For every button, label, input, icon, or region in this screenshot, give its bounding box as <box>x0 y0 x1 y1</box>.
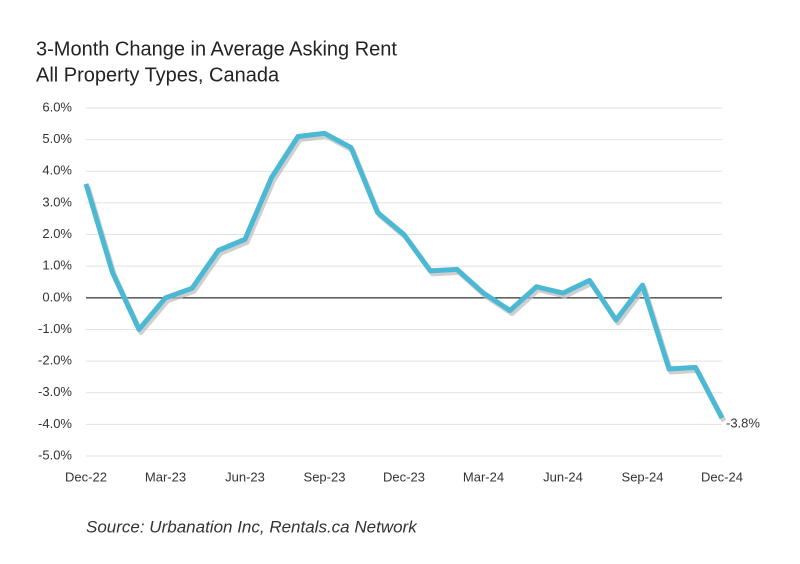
y-tick-label: 0.0% <box>42 289 72 304</box>
x-tick-label: Jun-24 <box>543 469 583 484</box>
x-tick-label: Sep-24 <box>622 469 664 484</box>
y-tick-label: -4.0% <box>38 416 72 431</box>
y-tick-label: 5.0% <box>42 131 72 146</box>
series-line <box>83 130 725 420</box>
x-tick-label: Mar-23 <box>145 469 186 484</box>
y-tick-label: -3.0% <box>38 384 72 399</box>
x-tick-label: Dec-23 <box>383 469 425 484</box>
chart-title: 3-Month Change in Average Asking Rent <box>36 38 397 60</box>
x-tick-label: Mar-24 <box>463 469 504 484</box>
x-tick-label: Jun-23 <box>225 469 265 484</box>
y-tick-label: -5.0% <box>38 447 72 462</box>
y-tick-label: -1.0% <box>38 321 72 336</box>
chart-subtitle: All Property Types, Canada <box>36 64 280 86</box>
x-tick-label: Sep-23 <box>304 469 346 484</box>
source-note: Source: Urbanation Inc, Rentals.ca Netwo… <box>86 517 418 536</box>
y-tick-label: 2.0% <box>42 226 72 241</box>
y-tick-label: -2.0% <box>38 353 72 368</box>
line-shadow <box>85 133 727 423</box>
data-label: -3.8% <box>726 415 760 430</box>
y-tick-label: 1.0% <box>42 258 72 273</box>
x-tick-label: Dec-22 <box>65 469 107 484</box>
y-tick-label: 4.0% <box>42 163 72 178</box>
x-tick-label: Dec-24 <box>701 469 743 484</box>
y-tick-label: 3.0% <box>42 194 72 209</box>
y-tick-label: 6.0% <box>42 99 72 114</box>
